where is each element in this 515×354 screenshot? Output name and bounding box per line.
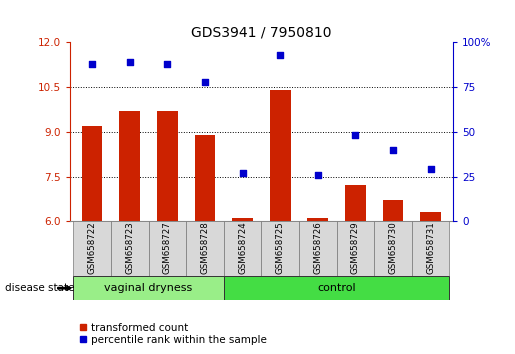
Text: GSM658731: GSM658731: [426, 221, 435, 274]
Text: GSM658729: GSM658729: [351, 221, 360, 274]
Point: [389, 147, 397, 153]
Bar: [261, 221, 299, 276]
Bar: [111, 221, 148, 276]
Point: [163, 61, 171, 67]
Text: vaginal dryness: vaginal dryness: [105, 283, 193, 293]
Bar: [270, 90, 290, 221]
Bar: [148, 221, 186, 276]
Text: control: control: [317, 283, 356, 293]
Text: GSM658726: GSM658726: [313, 221, 322, 274]
Bar: [412, 221, 450, 276]
Point: [426, 167, 435, 172]
Bar: [307, 218, 328, 221]
Text: GSM658727: GSM658727: [163, 221, 172, 274]
Point: [126, 59, 134, 65]
Bar: [224, 221, 261, 276]
Bar: [420, 212, 441, 221]
Bar: [157, 111, 178, 221]
Bar: [299, 221, 337, 276]
Bar: [186, 221, 224, 276]
Bar: [195, 135, 215, 221]
Bar: [374, 221, 412, 276]
Point: [351, 133, 359, 138]
Text: GSM658730: GSM658730: [388, 221, 398, 274]
Text: GSM658722: GSM658722: [88, 221, 97, 274]
Bar: [73, 221, 111, 276]
Bar: [73, 276, 224, 300]
Text: GSM658728: GSM658728: [200, 221, 210, 274]
Text: GSM658725: GSM658725: [276, 221, 285, 274]
Legend: transformed count, percentile rank within the sample: transformed count, percentile rank withi…: [75, 318, 271, 349]
Bar: [232, 218, 253, 221]
Text: GSM658724: GSM658724: [238, 221, 247, 274]
Bar: [224, 276, 450, 300]
Bar: [345, 185, 366, 221]
Bar: [119, 111, 140, 221]
Point: [238, 170, 247, 176]
Text: GSM658723: GSM658723: [125, 221, 134, 274]
Bar: [82, 126, 102, 221]
Bar: [337, 221, 374, 276]
Point: [314, 172, 322, 178]
Point: [201, 79, 209, 85]
Text: disease state: disease state: [5, 283, 75, 293]
Title: GDS3941 / 7950810: GDS3941 / 7950810: [191, 26, 332, 40]
Point: [276, 52, 284, 58]
Point: [88, 61, 96, 67]
Bar: [383, 200, 403, 221]
